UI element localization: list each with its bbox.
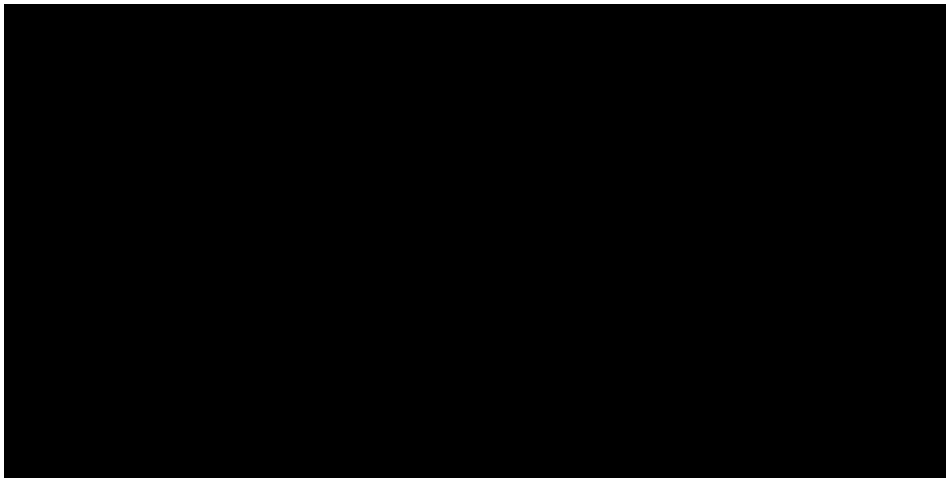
word-cloud-canvas xyxy=(4,4,946,478)
word-cloud xyxy=(4,4,946,478)
